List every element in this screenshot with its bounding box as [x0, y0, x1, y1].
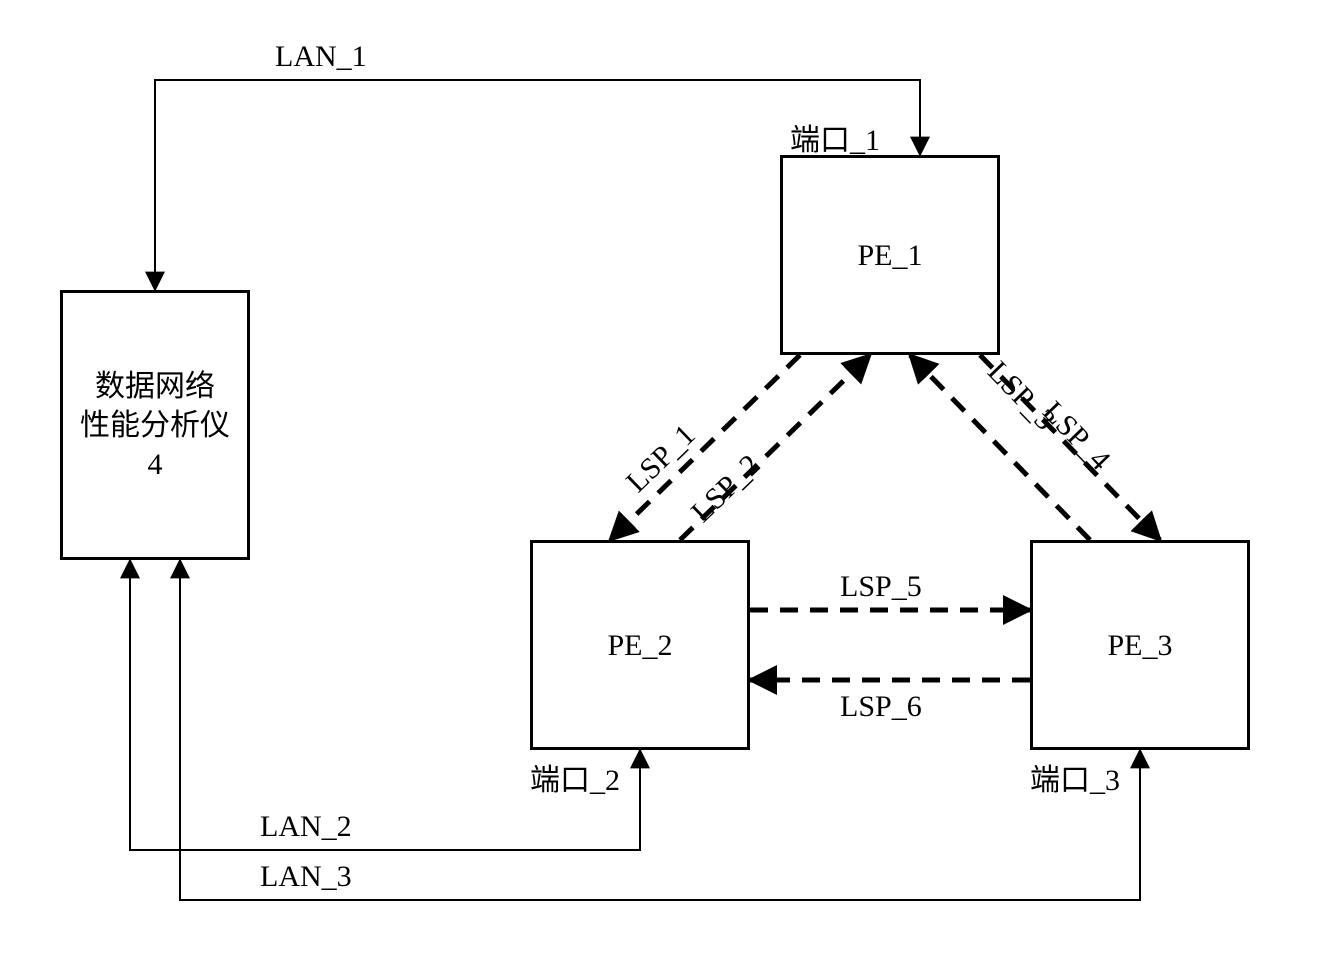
lan1-label: LAN_1	[275, 40, 367, 74]
port1-label: 端口_1	[790, 115, 880, 159]
port3-label: 端口_3	[1030, 755, 1120, 799]
lan2-label: LAN_2	[260, 810, 352, 844]
analyzer-label: 数据网络 性能分析仪 4	[80, 367, 230, 484]
lsp5-label: LSP_5	[840, 570, 922, 604]
analyzer-node: 数据网络 性能分析仪 4	[60, 290, 250, 560]
pe2-label: PE_2	[607, 626, 672, 665]
pe1-label: PE_1	[857, 236, 922, 275]
lsp6-label: LSP_6	[840, 690, 922, 724]
pe3-label: PE_3	[1107, 626, 1172, 665]
diagram-canvas: 数据网络 性能分析仪 4 PE_1 PE_2 PE_3 端口_1 端口_2 端口…	[0, 0, 1317, 965]
lan3-label: LAN_3	[260, 860, 352, 894]
pe2-node: PE_2	[530, 540, 750, 750]
pe1-node: PE_1	[780, 155, 1000, 355]
port2-label: 端口_2	[530, 755, 620, 799]
pe3-node: PE_3	[1030, 540, 1250, 750]
